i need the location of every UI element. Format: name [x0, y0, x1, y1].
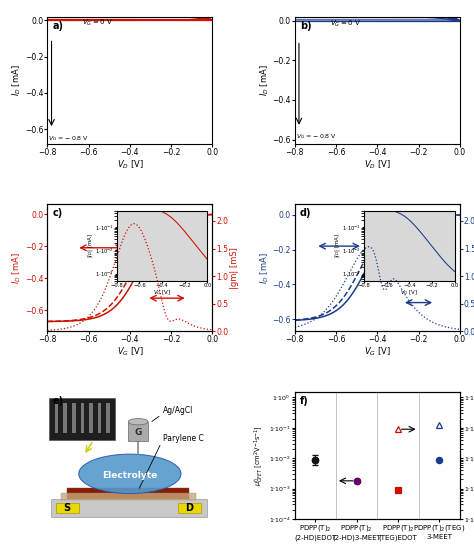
Bar [55, 503, 79, 513]
Bar [89, 403, 93, 433]
Text: c): c) [52, 208, 63, 218]
Y-axis label: |gm| [mS]: |gm| [mS] [230, 247, 239, 289]
Bar [128, 422, 148, 441]
X-axis label: $V_G$ [V]: $V_G$ [V] [364, 346, 391, 358]
Ellipse shape [79, 454, 181, 494]
Bar [72, 403, 76, 433]
Text: Ag/AgCl: Ag/AgCl [163, 406, 193, 415]
Y-axis label: $I_D$ [mA]: $I_D$ [mA] [258, 64, 271, 96]
Bar [178, 503, 201, 513]
Y-axis label: $I_D$ [mA]: $I_D$ [mA] [11, 64, 23, 96]
Y-axis label: $I_D$ [mA]: $I_D$ [mA] [11, 252, 23, 283]
Bar [61, 493, 196, 500]
Text: a): a) [52, 21, 64, 31]
Bar [67, 488, 189, 498]
Text: $V_G = 0$ V: $V_G = 0$ V [82, 18, 113, 28]
Text: f): f) [300, 396, 309, 406]
X-axis label: $V_D$ [V]: $V_D$ [V] [117, 158, 143, 171]
Text: Parylene C: Parylene C [163, 435, 204, 444]
X-axis label: $V_G$ [V]: $V_G$ [V] [117, 346, 143, 358]
Text: b): b) [300, 21, 311, 31]
Ellipse shape [128, 418, 148, 425]
Text: Electrolyte: Electrolyte [102, 471, 157, 480]
Text: $V_G = 0$ V: $V_G = 0$ V [330, 18, 361, 29]
Bar [106, 403, 110, 433]
Bar [64, 403, 67, 433]
Text: D: D [185, 503, 193, 513]
Text: G: G [135, 429, 142, 437]
Bar [98, 403, 101, 433]
Bar [55, 403, 58, 433]
Text: e): e) [52, 396, 64, 406]
X-axis label: $V_D$ [V]: $V_D$ [V] [364, 158, 391, 171]
Text: d): d) [300, 208, 311, 218]
Text: $V_G = -0.8$ V: $V_G = -0.8$ V [48, 134, 90, 143]
Bar [49, 398, 115, 440]
Y-axis label: $\mu^h_{OFET}$ [cm$^2$V$^{-1}$s$^{-1}$]: $\mu^h_{OFET}$ [cm$^2$V$^{-1}$s$^{-1}$] [253, 425, 266, 486]
Bar [51, 498, 208, 517]
Text: S: S [64, 503, 71, 513]
Y-axis label: $I_D$ [mA]: $I_D$ [mA] [258, 252, 271, 283]
Bar [81, 403, 84, 433]
Text: $V_G = -0.8$ V: $V_G = -0.8$ V [296, 132, 337, 141]
